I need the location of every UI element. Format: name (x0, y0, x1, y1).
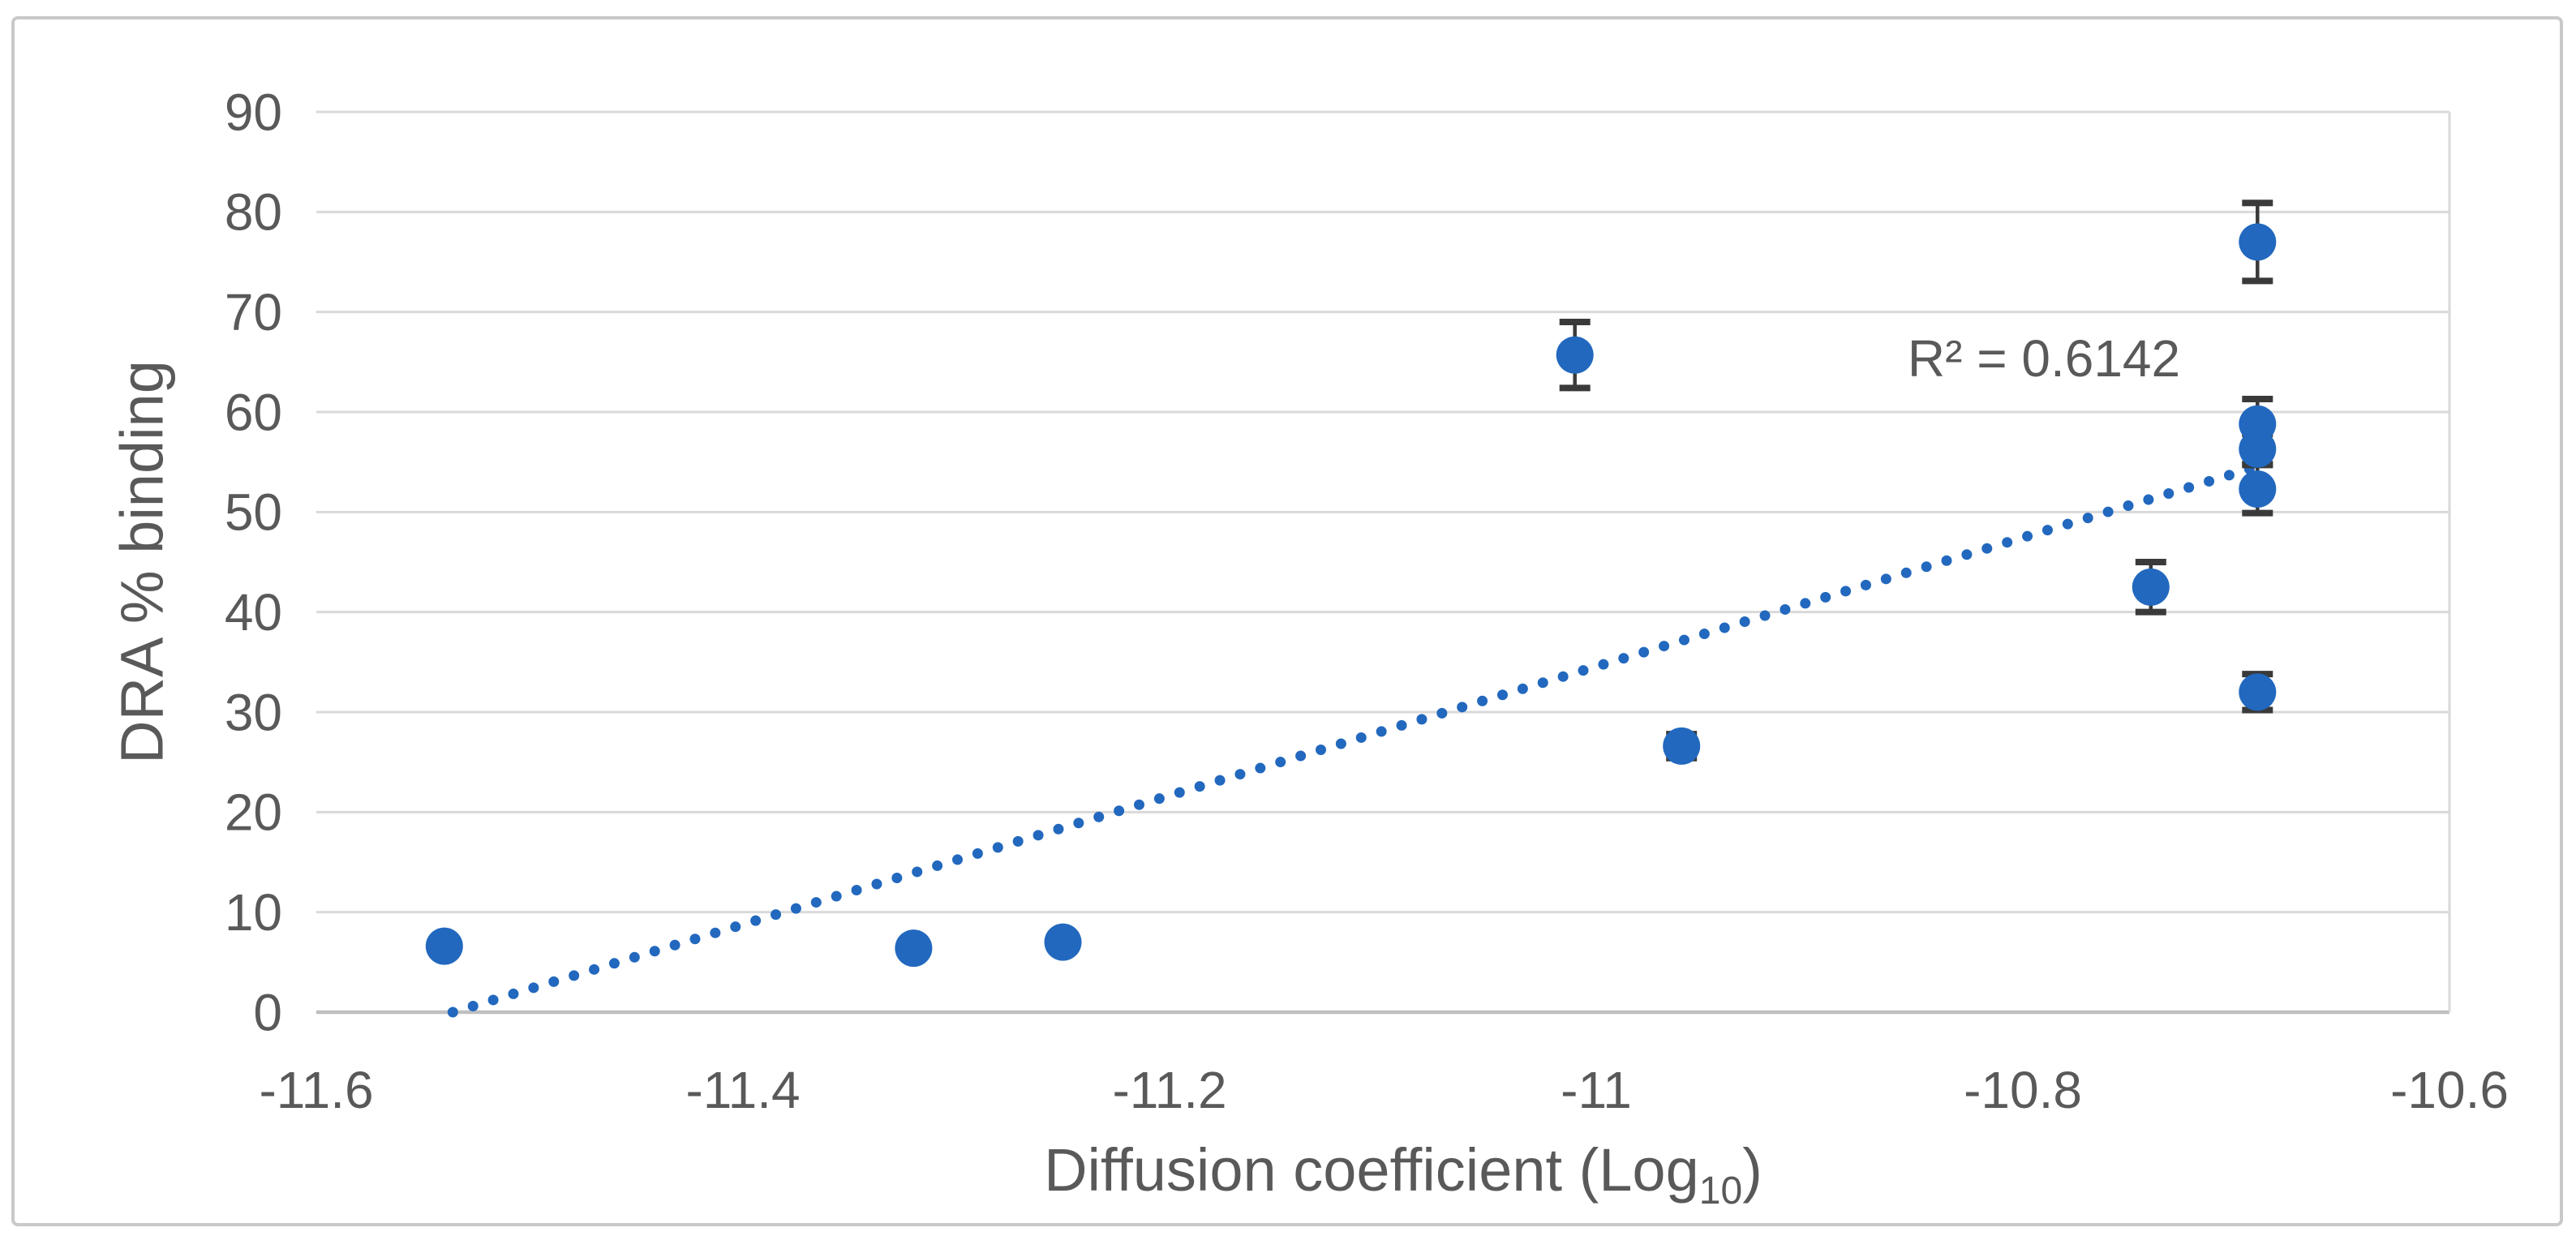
data-point (1663, 727, 1701, 765)
y-tick-label: 80 (225, 183, 282, 242)
y-tick-label: 40 (225, 583, 282, 642)
data-point (1044, 923, 1082, 961)
y-tick-label: 50 (225, 483, 282, 542)
data-point (2239, 470, 2277, 508)
x-tick-label: -11.2 (1112, 1061, 1226, 1119)
data-point (895, 929, 933, 968)
x-axis-title-suffix: ) (1742, 1136, 1762, 1204)
data-point (425, 927, 463, 965)
y-tick-label: 0 (253, 983, 282, 1041)
y-tick-label: 10 (225, 883, 282, 942)
x-tick-label: -11.4 (685, 1061, 800, 1119)
x-axis-title-subscript: 10 (1698, 1168, 1743, 1213)
data-point (2239, 223, 2277, 261)
data-point (1556, 336, 1594, 374)
y-tick-label: 70 (225, 283, 282, 341)
y-tick-label: 60 (225, 383, 282, 441)
data-point (2239, 673, 2277, 711)
x-axis-title: Diffusion coefficient (Log10) (1044, 1135, 1762, 1213)
data-point (2239, 430, 2277, 468)
y-axis-title-text: DRA % binding (108, 360, 176, 764)
r-squared-annotation: R² = 0.6142 (1907, 329, 2181, 388)
data-point (2132, 568, 2170, 606)
x-tick-label: -10.8 (1964, 1061, 2082, 1119)
y-tick-label: 30 (225, 683, 282, 741)
trendline (447, 461, 2265, 1018)
y-axis-title: DRA % binding (108, 360, 177, 764)
x-tick-label: -11 (1561, 1061, 1632, 1119)
x-tick-label: -11.6 (259, 1061, 373, 1119)
y-tick-label: 20 (225, 783, 282, 842)
x-axis-title-prefix: Diffusion coefficient (Log (1044, 1136, 1699, 1204)
x-tick-label: -10.6 (2390, 1061, 2509, 1119)
y-tick-label: 90 (225, 83, 282, 141)
